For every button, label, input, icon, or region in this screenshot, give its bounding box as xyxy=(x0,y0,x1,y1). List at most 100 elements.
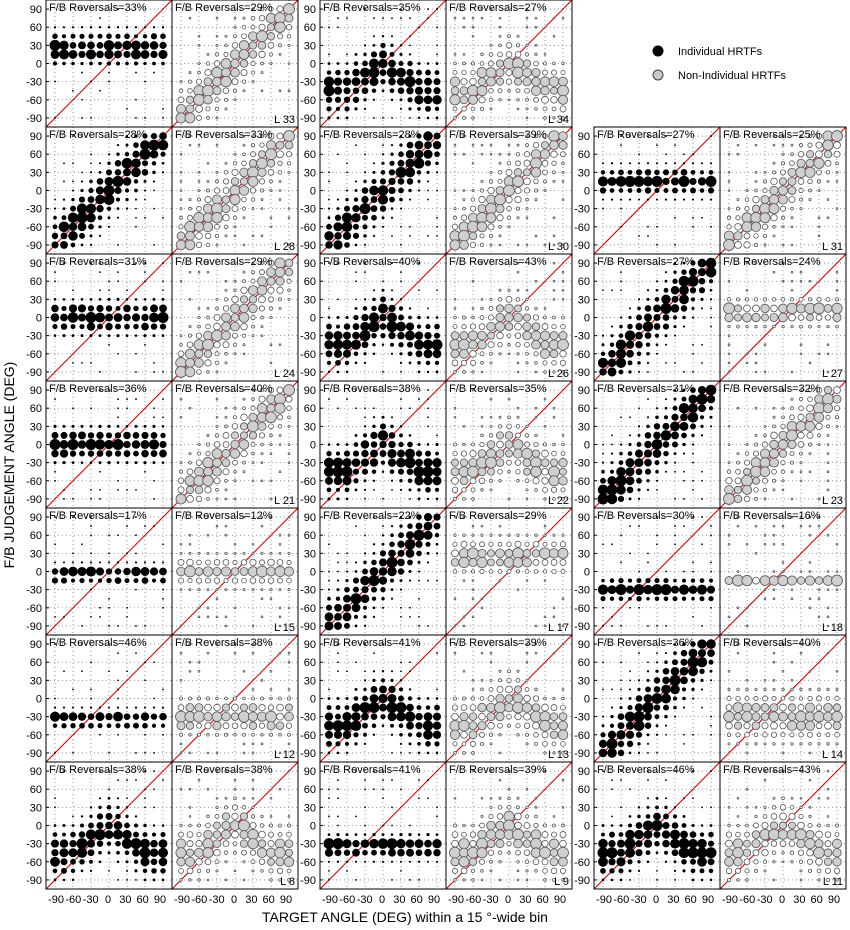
data-point xyxy=(242,279,246,284)
data-point xyxy=(835,542,839,546)
data-point xyxy=(153,479,155,482)
data-point xyxy=(400,752,402,754)
data-point xyxy=(105,305,113,312)
data-point xyxy=(607,358,617,368)
data-point xyxy=(823,150,833,159)
data-point xyxy=(699,578,705,583)
data-point xyxy=(799,479,803,483)
data-point xyxy=(674,534,676,537)
data-point xyxy=(256,30,268,43)
data-point xyxy=(745,542,749,546)
data-point xyxy=(382,525,384,528)
data-point xyxy=(539,330,551,341)
data-point xyxy=(698,277,706,285)
data-point xyxy=(250,197,256,202)
data-point xyxy=(71,878,75,882)
data-point xyxy=(179,415,183,419)
data-point xyxy=(214,223,220,230)
data-point xyxy=(355,144,357,147)
data-point xyxy=(414,331,424,340)
data-point xyxy=(550,96,558,104)
data-point xyxy=(674,361,676,364)
data-point xyxy=(363,234,367,238)
data-point xyxy=(701,479,703,482)
data-point xyxy=(426,697,430,700)
data-point xyxy=(790,397,794,401)
data-point xyxy=(635,340,643,349)
panel-title: F/B Reversals=38% xyxy=(175,637,273,649)
data-point xyxy=(144,679,146,682)
data-point xyxy=(161,706,165,709)
data-point xyxy=(760,303,770,314)
data-point xyxy=(162,416,164,419)
data-point xyxy=(772,542,776,546)
data-point xyxy=(185,357,195,368)
data-point xyxy=(533,188,539,193)
data-point xyxy=(461,106,467,112)
data-point xyxy=(777,185,789,196)
data-point xyxy=(616,466,626,477)
data-point xyxy=(351,703,361,712)
data-point xyxy=(409,117,411,119)
data-point xyxy=(745,361,749,365)
data-point xyxy=(152,424,156,428)
data-point xyxy=(727,615,731,619)
data-point xyxy=(346,552,348,555)
data-point xyxy=(692,570,694,573)
data-point xyxy=(797,704,805,712)
data-point xyxy=(534,279,538,283)
data-point xyxy=(750,221,762,232)
data-point xyxy=(497,342,503,348)
data-point xyxy=(287,742,291,746)
data-point xyxy=(379,450,387,457)
data-point xyxy=(336,497,340,501)
data-point xyxy=(646,361,650,364)
data-point xyxy=(90,117,92,119)
data-point xyxy=(425,360,431,366)
data-point xyxy=(98,162,102,165)
data-point xyxy=(372,225,376,229)
data-point xyxy=(188,325,192,329)
data-point xyxy=(107,297,111,301)
data-point xyxy=(710,561,712,564)
data-point xyxy=(336,860,340,863)
data-point xyxy=(549,730,559,740)
data-point xyxy=(222,178,230,185)
data-point xyxy=(188,542,192,546)
data-point xyxy=(79,33,85,39)
data-point xyxy=(409,44,411,47)
data-point xyxy=(552,279,556,283)
data-point xyxy=(770,214,778,222)
data-point xyxy=(149,848,159,857)
data-point xyxy=(124,188,130,193)
data-point xyxy=(400,244,402,246)
data-point xyxy=(629,135,631,137)
data-point xyxy=(342,712,352,722)
data-point xyxy=(751,721,761,731)
data-point xyxy=(242,732,246,737)
markers-non-individual xyxy=(723,642,843,755)
data-point xyxy=(796,158,806,168)
data-point xyxy=(248,412,258,422)
data-point xyxy=(654,714,660,720)
data-point xyxy=(242,860,246,864)
data-point xyxy=(355,298,357,301)
data-point xyxy=(62,824,66,827)
data-point xyxy=(790,687,794,692)
data-point xyxy=(177,477,185,484)
data-point xyxy=(99,470,101,473)
data-point xyxy=(54,752,56,754)
data-point xyxy=(498,669,502,673)
data-point xyxy=(645,577,651,584)
data-point xyxy=(135,552,137,555)
data-point xyxy=(769,457,779,468)
data-point xyxy=(471,189,475,192)
data-point xyxy=(815,141,823,149)
data-point xyxy=(59,40,69,51)
data-point xyxy=(351,458,361,467)
data-point xyxy=(370,196,378,204)
data-point xyxy=(224,696,228,701)
data-point xyxy=(327,697,331,700)
